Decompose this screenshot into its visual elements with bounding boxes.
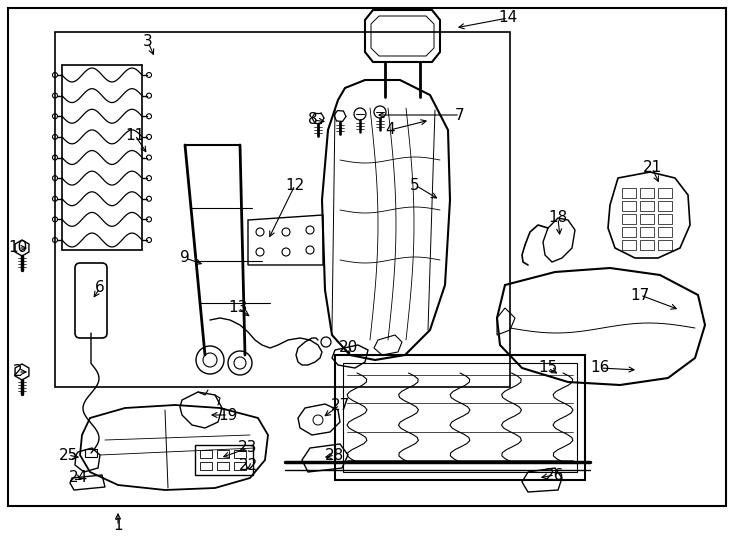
Text: 18: 18 xyxy=(548,211,567,226)
Bar xyxy=(200,450,212,458)
Bar xyxy=(640,201,654,211)
Text: 19: 19 xyxy=(218,408,238,422)
Text: 25: 25 xyxy=(59,448,78,462)
Text: 16: 16 xyxy=(590,361,610,375)
Bar xyxy=(640,214,654,224)
Bar xyxy=(622,214,636,224)
Bar xyxy=(195,445,253,475)
Text: 12: 12 xyxy=(286,178,305,192)
Text: 1: 1 xyxy=(113,518,123,534)
Bar xyxy=(217,462,229,470)
Text: 20: 20 xyxy=(338,341,357,355)
Bar xyxy=(622,201,636,211)
Text: 28: 28 xyxy=(325,448,345,462)
Text: 15: 15 xyxy=(538,361,558,375)
Bar xyxy=(658,227,672,237)
Text: 4: 4 xyxy=(385,123,395,138)
Text: 13: 13 xyxy=(228,300,247,315)
Text: 26: 26 xyxy=(545,468,564,483)
Text: 22: 22 xyxy=(239,457,258,472)
Text: 11: 11 xyxy=(126,127,145,143)
Bar xyxy=(622,188,636,198)
Text: 27: 27 xyxy=(330,397,349,413)
Bar xyxy=(85,449,97,457)
Bar xyxy=(343,363,577,472)
Text: 24: 24 xyxy=(68,470,87,485)
Text: 23: 23 xyxy=(239,441,258,456)
Bar xyxy=(658,201,672,211)
Text: 2: 2 xyxy=(13,364,23,380)
Bar xyxy=(622,240,636,250)
Bar xyxy=(658,214,672,224)
Text: 9: 9 xyxy=(180,251,190,266)
Text: 3: 3 xyxy=(143,35,153,50)
Bar xyxy=(217,450,229,458)
Text: 21: 21 xyxy=(642,160,661,176)
Text: 17: 17 xyxy=(631,287,650,302)
Bar xyxy=(640,188,654,198)
Bar xyxy=(55,32,510,387)
Text: 8: 8 xyxy=(308,112,318,127)
Bar xyxy=(335,355,585,480)
Bar xyxy=(200,462,212,470)
Bar xyxy=(234,462,246,470)
Text: 5: 5 xyxy=(410,178,420,192)
Bar xyxy=(640,227,654,237)
Text: 7: 7 xyxy=(455,107,465,123)
Bar xyxy=(658,188,672,198)
Bar xyxy=(640,240,654,250)
Text: 14: 14 xyxy=(498,10,517,25)
Bar xyxy=(622,227,636,237)
Bar xyxy=(658,240,672,250)
Bar xyxy=(234,450,246,458)
Text: 6: 6 xyxy=(95,280,105,295)
Text: 10: 10 xyxy=(8,240,28,255)
